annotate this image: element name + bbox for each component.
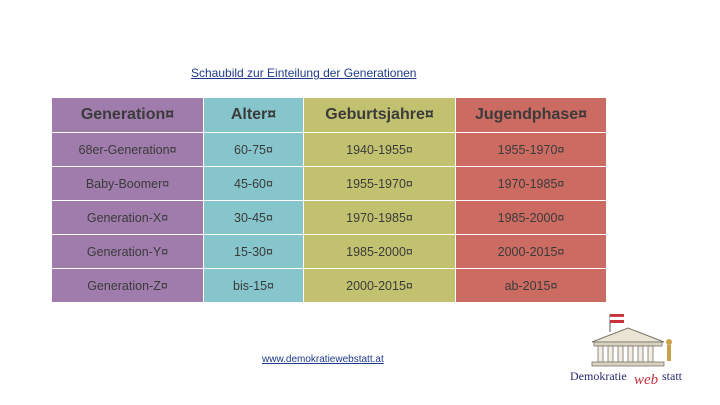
header-age: Alter¤: [203, 97, 304, 133]
generations-table: Generation¤ Alter¤ Geburtsjahre¤ Jugendp…: [51, 97, 607, 303]
cell-age: 30-45¤: [203, 200, 304, 235]
cell-birth-years: 1985-2000¤: [303, 234, 456, 269]
cell-youth-phase: 1985-2000¤: [455, 200, 607, 235]
cell-generation: Baby-Boomer¤: [51, 166, 204, 201]
cell-birth-years: 1940-1955¤: [303, 132, 456, 167]
header-youth-phase: Jugendphase¤: [455, 97, 607, 133]
cell-birth-years: 2000-2015¤: [303, 268, 456, 303]
cell-generation: 68er-Generation¤: [51, 132, 204, 167]
cell-birth-years: 1970-1985¤: [303, 200, 456, 235]
demokratiewebstatt-logo: Demokratie web statt: [568, 308, 692, 392]
cell-youth-phase: 1970-1985¤: [455, 166, 607, 201]
cell-youth-phase: ab-2015¤: [455, 268, 607, 303]
table-row: Baby-Boomer¤ 45-60¤ 1955-1970¤ 1970-1985…: [51, 166, 607, 201]
cell-youth-phase: 2000-2015¤: [455, 234, 607, 269]
cell-generation: Generation-Y¤: [51, 234, 204, 269]
header-birth-years: Geburtsjahre¤: [303, 97, 456, 133]
slide-title: Schaubild zur Einteilung der Generatione…: [191, 66, 417, 80]
logo-text-statt: statt: [662, 369, 683, 383]
cell-generation: Generation-X¤: [51, 200, 204, 235]
table-row: 68er-Generation¤ 60-75¤ 1940-1955¤ 1955-…: [51, 132, 607, 167]
cell-age: bis-15¤: [203, 268, 304, 303]
logo-text-web: web: [634, 372, 659, 388]
table-row: Generation-X¤ 30-45¤ 1970-1985¤ 1985-200…: [51, 200, 607, 235]
parliament-building-icon: Demokratie web statt: [570, 314, 683, 388]
cell-youth-phase: 1955-1970¤: [455, 132, 607, 167]
logo-text-demokratie: Demokratie: [570, 369, 627, 383]
cell-age: 45-60¤: [203, 166, 304, 201]
header-generation: Generation¤: [51, 97, 204, 133]
table-row: Generation-Y¤ 15-30¤ 1985-2000¤ 2000-201…: [51, 234, 607, 269]
cell-generation: Generation-Z¤: [51, 268, 204, 303]
cell-age: 15-30¤: [203, 234, 304, 269]
footer-link[interactable]: www.demokratiewebstatt.at: [262, 354, 384, 365]
table-header-row: Generation¤ Alter¤ Geburtsjahre¤ Jugendp…: [51, 97, 607, 133]
cell-birth-years: 1955-1970¤: [303, 166, 456, 201]
cell-age: 60-75¤: [203, 132, 304, 167]
table-row: Generation-Z¤ bis-15¤ 2000-2015¤ ab-2015…: [51, 268, 607, 303]
